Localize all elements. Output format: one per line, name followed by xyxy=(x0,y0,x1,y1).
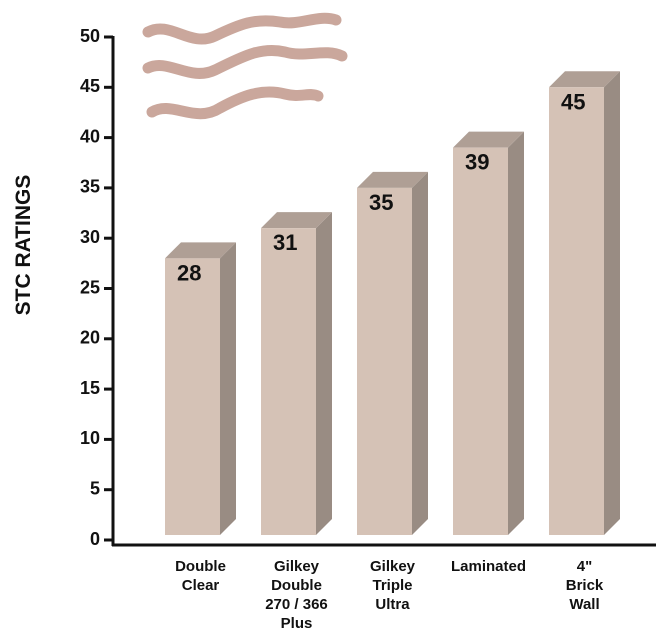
bar xyxy=(453,147,508,535)
bar xyxy=(261,228,316,535)
y-tick-label: 40 xyxy=(80,126,100,146)
y-axis-label: STC RATINGS xyxy=(12,175,35,316)
y-tick-label: 5 xyxy=(90,478,100,498)
x-tick-label: Double Clear xyxy=(175,558,226,594)
x-tick-label: Laminated xyxy=(450,558,526,575)
bar-side xyxy=(220,242,236,535)
bar-side xyxy=(604,71,620,536)
value-label: 45 xyxy=(561,89,585,114)
value-label: 31 xyxy=(273,230,297,255)
bar-top xyxy=(453,131,524,148)
bar-top xyxy=(165,242,236,259)
bar xyxy=(549,87,604,536)
x-tick-label: Gilkey Double 270 / 366 Plus xyxy=(265,558,328,632)
decoration-waves xyxy=(142,12,348,120)
y-tick-label: 45 xyxy=(80,76,100,96)
bar-side xyxy=(316,212,332,535)
y-tick-label: 50 xyxy=(80,26,100,46)
y-tick-label: 35 xyxy=(80,177,100,197)
value-label: 35 xyxy=(369,190,393,215)
bar xyxy=(165,258,220,535)
bar-top xyxy=(549,71,620,88)
y-tick-label: 30 xyxy=(80,227,100,247)
bar-top xyxy=(357,171,428,188)
y-tick-label: 20 xyxy=(80,328,100,348)
bar xyxy=(357,187,412,535)
y-tick-label: 10 xyxy=(80,428,100,448)
bar-side xyxy=(412,171,428,535)
x-tick-label: 4" Brick Wall xyxy=(565,558,604,613)
bar-side xyxy=(508,131,524,535)
value-label: 28 xyxy=(177,260,201,285)
value-label: 39 xyxy=(465,150,489,175)
y-tick-label: 25 xyxy=(80,277,100,297)
bar-top xyxy=(261,212,332,229)
y-tick-label: 15 xyxy=(80,378,100,398)
x-tick-label: Gilkey Triple Ultra xyxy=(369,558,416,613)
y-tick-label: 0 xyxy=(90,529,100,549)
